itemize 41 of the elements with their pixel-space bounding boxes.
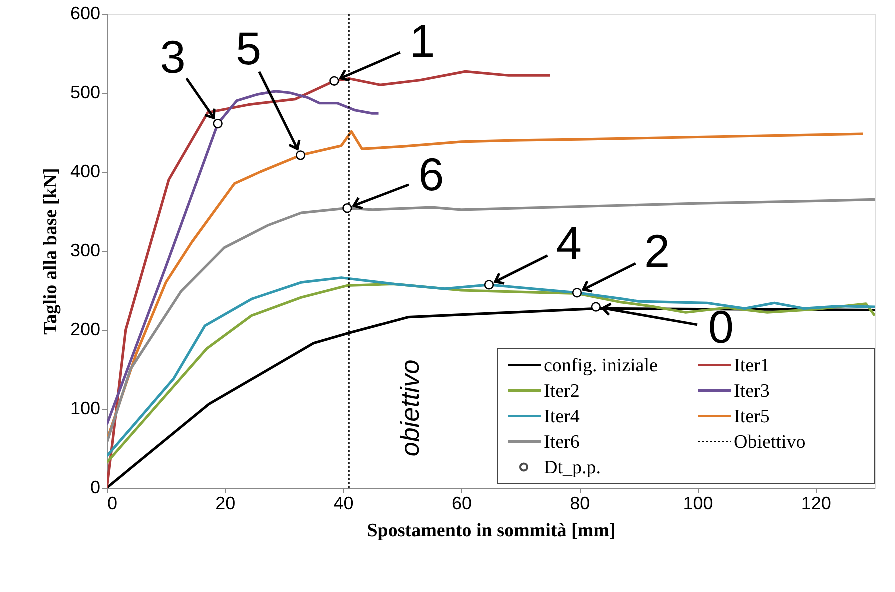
- point: [342, 204, 352, 214]
- line-series: [107, 90, 380, 426]
- x-tick-label: 0: [108, 494, 118, 514]
- y-tick-label: 100: [70, 398, 100, 418]
- y-tick-label: 600: [70, 4, 100, 24]
- annotation: 0: [708, 301, 734, 354]
- point: [484, 280, 494, 290]
- legend-label: Iter6: [544, 432, 580, 453]
- point: [213, 118, 223, 129]
- point: [591, 302, 601, 312]
- annotation: obiettivo: [395, 360, 426, 457]
- x-tick-label: 20: [216, 494, 236, 514]
- legend-label: Iter4: [544, 406, 580, 428]
- y-tick-label: 300: [70, 240, 100, 260]
- legend-label: Iter2: [544, 380, 580, 402]
- legend-label: Iter3: [734, 380, 770, 402]
- y-tick-label: 400: [70, 162, 100, 182]
- annotation: 5: [236, 22, 262, 74]
- point: [330, 76, 340, 86]
- x-tick-label: 80: [570, 494, 590, 514]
- annotation: 2: [644, 224, 670, 277]
- legend-label: Iter5: [734, 406, 770, 428]
- legend-label: Obiettivo: [734, 432, 806, 453]
- x-axis-title: Spostamento in sommità [mm]: [367, 520, 616, 542]
- annotation: 4: [556, 216, 582, 269]
- point: [296, 150, 306, 160]
- x-tick-label: 40: [334, 494, 354, 514]
- x-tick-label: 60: [452, 494, 472, 514]
- legend-label: Iter1: [734, 355, 770, 376]
- y-tick-label: 200: [70, 320, 100, 340]
- annotation: 1: [410, 15, 436, 68]
- y-tick-label: 0: [90, 478, 100, 498]
- y-axis-title: Taglio alla base [kN]: [40, 168, 62, 335]
- annotation: 6: [418, 148, 444, 200]
- annotation: 3: [160, 30, 186, 83]
- y-tick-label: 500: [70, 82, 100, 102]
- legend-label: Dt_p.p.: [544, 457, 601, 478]
- point: [572, 288, 582, 298]
- x-tick-label: 120: [801, 494, 832, 514]
- x-tick-label: 100: [683, 494, 714, 514]
- legend-label: config. iniziale: [544, 355, 658, 376]
